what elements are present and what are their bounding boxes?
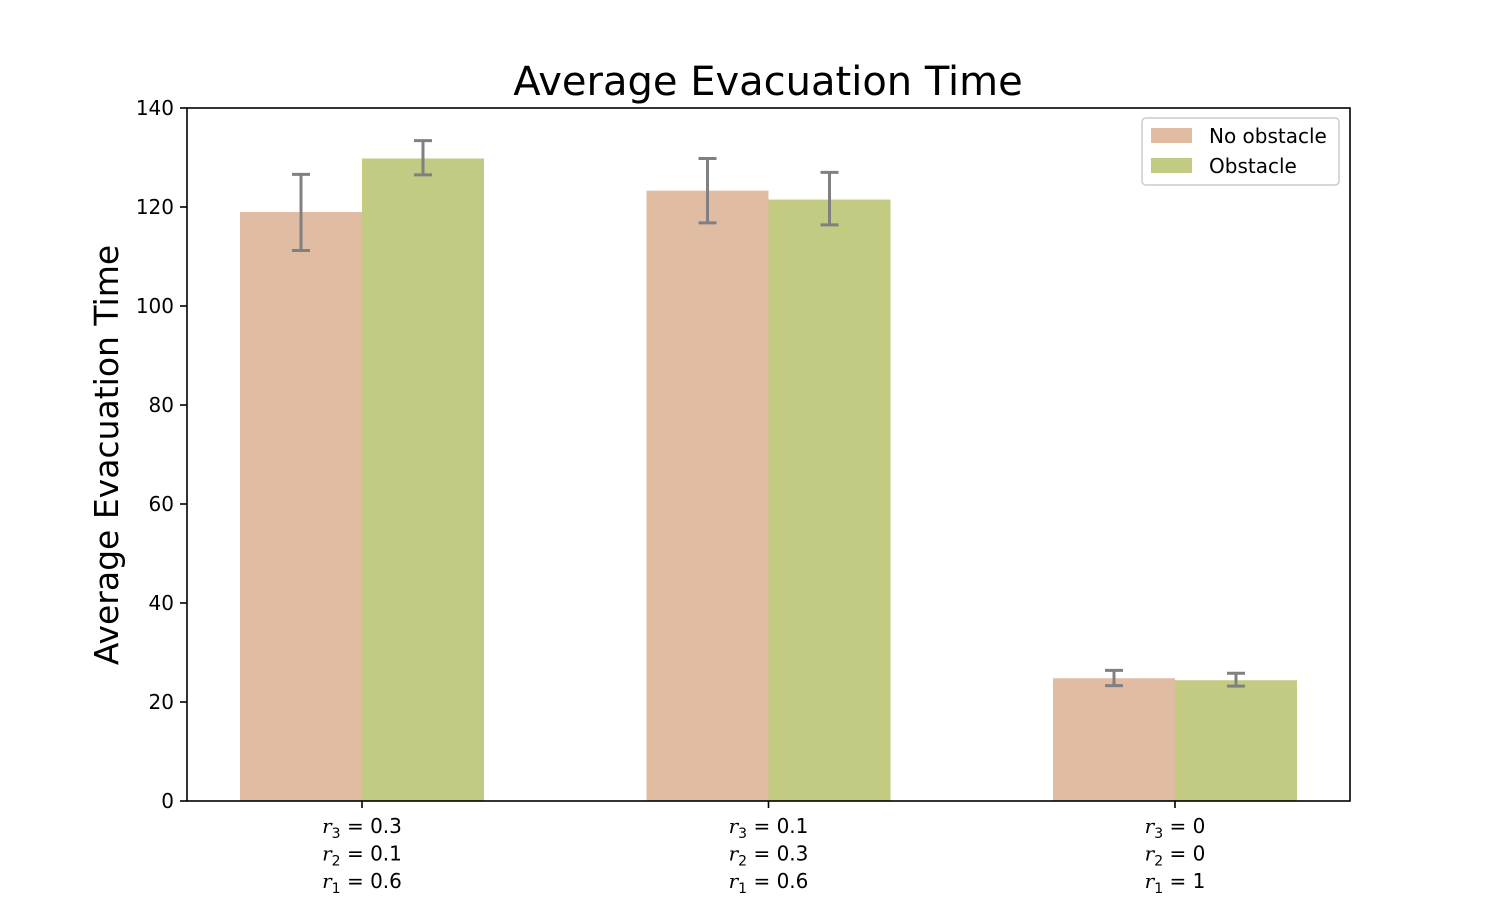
y-tick-label-4: 60 (149, 492, 174, 516)
x-tick-label-1-1: r3 = 0.3 (322, 814, 402, 842)
y-tick-label-3: 40 (149, 591, 174, 615)
error-bar-1-2 (698, 156, 717, 225)
error-bar-2-3 (1227, 671, 1245, 688)
y-tick-label-8: 140 (136, 96, 174, 120)
error-bar-2-2 (820, 170, 839, 227)
x-tick-label-3-1: r3 = 0 (1145, 814, 1206, 842)
x-tick-label-1-2: r2 = 0.1 (322, 842, 402, 870)
x-tick-label-2-3: r1 = 0.6 (729, 869, 809, 897)
x-tick-label-2-1: r3 = 0.1 (729, 814, 809, 842)
bar-1-2 (646, 190, 769, 802)
x-tick-label-1-3: r1 = 0.6 (322, 869, 402, 897)
y-axis-label: Average Evacuation Time (87, 245, 126, 665)
y-tick-label-6: 100 (136, 294, 174, 318)
error-bar-1-1 (292, 172, 310, 253)
x-tick-label-2-2: r2 = 0.3 (729, 842, 809, 870)
y-tick-label-1: 0 (161, 789, 174, 813)
legend-swatch-2 (1151, 158, 1192, 173)
y-tick-label-2: 20 (149, 690, 174, 714)
chart-title: Average Evacuation Time (513, 59, 1023, 105)
bar-1-3 (1053, 678, 1175, 801)
y-tick-label-5: 80 (149, 393, 174, 417)
bar-2-3 (1175, 680, 1297, 801)
legend-swatch-1 (1151, 128, 1192, 143)
x-tick-label-3-2: r2 = 0 (1145, 842, 1206, 870)
legend-label-2: Obstacle (1209, 154, 1297, 178)
error-bar-2-1 (414, 139, 432, 177)
y-tick-label-7: 120 (136, 195, 174, 219)
legend: No obstacle Obstacle (1141, 117, 1340, 186)
bar-1-1 (240, 211, 362, 801)
bar-2-1 (362, 158, 484, 802)
error-bar-1-3 (1105, 668, 1123, 688)
x-tick-label-3-3: r1 = 1 (1145, 869, 1206, 897)
legend-label-1: No obstacle (1209, 124, 1327, 148)
bar-2-2 (768, 199, 891, 801)
